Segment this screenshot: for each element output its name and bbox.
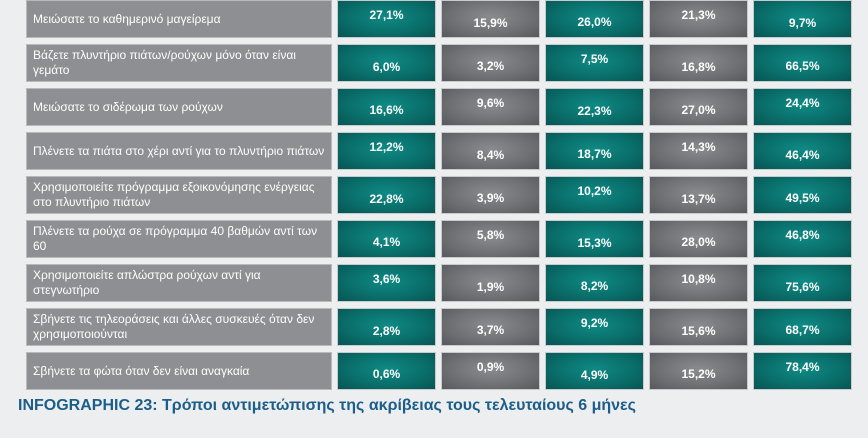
value-cell: 15,9%	[441, 0, 540, 38]
value-cell: 15,3%	[545, 220, 644, 258]
value-cell: 9,2%	[545, 308, 644, 346]
value-cell: 26,0%	[545, 0, 644, 38]
row-label: Σβήνετε τις τηλεοράσεις και άλλες συσκευ…	[26, 308, 332, 346]
value-cell: 46,4%	[753, 132, 852, 170]
infographic-caption: INFOGRAPHIC 23: Τρόποι αντιμετώπισης της…	[18, 397, 636, 414]
value-cell: 18,7%	[545, 132, 644, 170]
value-cell: 1,9%	[441, 264, 540, 302]
value-cell: 3,6%	[337, 264, 436, 302]
value-cell: 4,1%	[337, 220, 436, 258]
value-cell: 22,3%	[545, 88, 644, 126]
value-cell: 75,6%	[753, 264, 852, 302]
value-cell: 3,2%	[441, 44, 540, 82]
value-cell: 49,5%	[753, 176, 852, 214]
value-cell: 15,2%	[649, 352, 748, 390]
value-cell: 21,3%	[649, 0, 748, 38]
value-cell: 10,8%	[649, 264, 748, 302]
value-cell: 27,0%	[649, 88, 748, 126]
row-label: Χρησιμοποιείτε απλώστρα ρούχων αντί για …	[26, 264, 332, 302]
value-cell: 2,8%	[337, 308, 436, 346]
row-label: Μειώσατε το καθημερινό μαγείρεμα	[26, 0, 332, 38]
value-cell: 3,7%	[441, 308, 540, 346]
row-label: Μειώσατε το σιδέρωμα των ρούχων	[26, 88, 332, 126]
value-cell: 13,7%	[649, 176, 748, 214]
value-cell: 78,4%	[753, 352, 852, 390]
value-cell: 68,7%	[753, 308, 852, 346]
value-cell: 27,1%	[337, 0, 436, 38]
value-cell: 14,3%	[649, 132, 748, 170]
value-cell: 22,8%	[337, 176, 436, 214]
value-cell: 0,9%	[441, 352, 540, 390]
value-cell: 0,6%	[337, 352, 436, 390]
value-cell: 4,9%	[545, 352, 644, 390]
value-cell: 12,2%	[337, 132, 436, 170]
row-label: Βάζετε πλυντήριο πιάτων/ρούχων μόνο όταν…	[26, 44, 332, 82]
value-cell: 15,6%	[649, 308, 748, 346]
value-cell: 9,7%	[753, 0, 852, 38]
value-cell: 16,6%	[337, 88, 436, 126]
value-cell: 3,9%	[441, 176, 540, 214]
value-cell: 10,2%	[545, 176, 644, 214]
value-cell: 8,2%	[545, 264, 644, 302]
value-cell: 24,4%	[753, 88, 852, 126]
value-cell: 66,5%	[753, 44, 852, 82]
value-cell: 28,0%	[649, 220, 748, 258]
infographic-table: Μειώσατε το καθημερινό μαγείρεμα 27,1% 15,…	[26, 0, 852, 390]
value-cell: 9,6%	[441, 88, 540, 126]
value-cell: 5,8%	[441, 220, 540, 258]
value-cell: 7,5%	[545, 44, 644, 82]
row-label: Χρησιμοποιείτε πρόγραμμα εξοικονόμησης ε…	[26, 176, 332, 214]
value-cell: 46,8%	[753, 220, 852, 258]
value-cell: 16,8%	[649, 44, 748, 82]
value-cell: 8,4%	[441, 132, 540, 170]
value-cell: 6,0%	[337, 44, 436, 82]
row-label: Πλένετε τα πιάτα στο χέρι αντί για το πλ…	[26, 132, 332, 170]
row-label: Πλένετε τα ρούχα σε πρόγραμμα 40 βαθμών …	[26, 220, 332, 258]
row-label: Σβήνετε τα φώτα όταν δεν είναι αναγκαία	[26, 352, 332, 390]
